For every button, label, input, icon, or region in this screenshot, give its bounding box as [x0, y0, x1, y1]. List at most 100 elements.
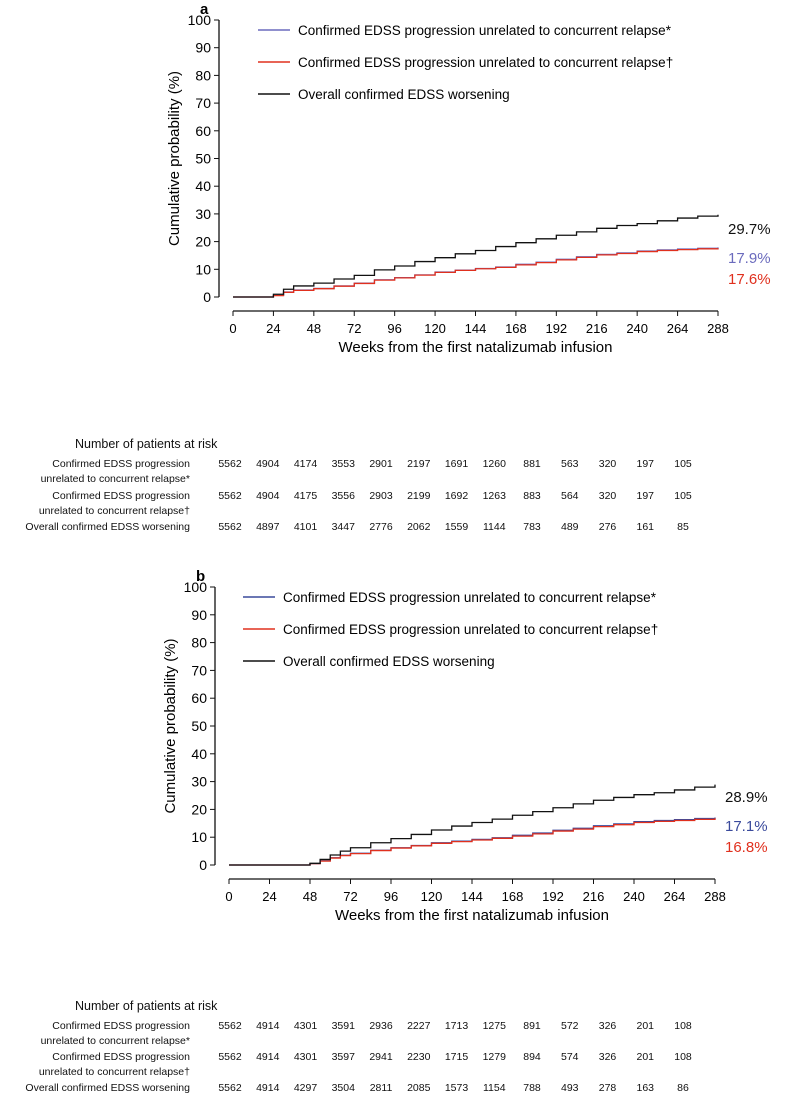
end-value-label: 29.7%	[728, 221, 771, 238]
at-risk-value: 2941	[369, 1051, 393, 1063]
at-risk-value: 5562	[218, 458, 242, 470]
at-risk-value: 881	[523, 458, 541, 470]
at-risk-value: 4101	[293, 521, 318, 533]
at-risk-value: 1691	[444, 458, 469, 470]
y-tick-label: 10	[191, 829, 207, 845]
at-risk-value: 320	[598, 458, 617, 470]
at-risk-value: 5562	[218, 1020, 242, 1032]
at-risk-row-label: Overall confirmed EDSS worsening	[25, 521, 190, 533]
y-tick-label: 90	[195, 40, 211, 56]
at-risk-value: 788	[523, 1082, 541, 1094]
at-risk-value: 2227	[407, 1020, 431, 1032]
x-tick-label: 120	[424, 321, 446, 336]
y-tick-label: 40	[195, 178, 211, 194]
at-risk-value: 2901	[369, 458, 393, 470]
at-risk-value: 1715	[444, 1051, 469, 1063]
at-risk-value: 1154	[482, 1082, 506, 1094]
y-tick-label: 50	[191, 718, 207, 734]
at-risk-value: 1713	[444, 1020, 469, 1032]
at-risk-value: 564	[560, 490, 579, 502]
at-risk-row-label: Confirmed EDSS progression	[52, 458, 190, 470]
at-risk-value: 2776	[369, 521, 393, 533]
legend-entry: Confirmed EDSS progression unrelated to …	[298, 23, 672, 38]
at-risk-value: 489	[560, 521, 579, 533]
x-tick-label: 264	[664, 889, 686, 904]
y-tick-label: 70	[191, 662, 207, 678]
end-value-label: 16.8%	[725, 839, 768, 856]
at-risk-value: 108	[674, 1051, 692, 1063]
at-risk-value: 2062	[407, 521, 431, 533]
x-tick-label: 72	[347, 321, 361, 336]
at-risk-value: 2936	[369, 1020, 393, 1032]
y-tick-label: 60	[195, 123, 211, 139]
at-risk-value: 3556	[331, 490, 355, 502]
x-tick-label: 240	[626, 321, 648, 336]
x-tick-label: 72	[343, 889, 357, 904]
at-risk-value: 108	[674, 1020, 692, 1032]
end-value-label: 17.1%	[725, 818, 768, 835]
legend-entry: Overall confirmed EDSS worsening	[283, 654, 495, 669]
at-risk-value: 1279	[482, 1051, 506, 1063]
y-tick-label: 60	[191, 690, 207, 706]
at-risk-value: 320	[598, 490, 617, 502]
x-tick-label: 120	[421, 889, 443, 904]
x-tick-label: 0	[229, 321, 236, 336]
panel-label: b	[196, 568, 205, 585]
at-risk-value: 105	[674, 490, 692, 502]
at-risk-value: 4897	[256, 521, 280, 533]
at-risk-value: 86	[677, 1082, 689, 1094]
at-risk-value: 3591	[331, 1020, 355, 1032]
y-tick-label: 80	[191, 635, 207, 651]
x-tick-label: 0	[225, 889, 232, 904]
at-risk-value: 5562	[218, 1051, 242, 1063]
y-tick-label: 30	[195, 206, 211, 222]
x-tick-label: 48	[307, 321, 321, 336]
legend-entry: Overall confirmed EDSS worsening	[298, 87, 510, 102]
at-risk-value: 4175	[293, 490, 318, 502]
end-value-label: 17.9%	[728, 250, 771, 267]
at-risk-value: 1144	[482, 521, 506, 533]
series-line-2	[233, 248, 719, 298]
y-tick-label: 0	[199, 857, 207, 873]
y-tick-label: 20	[191, 801, 207, 817]
at-risk-value: 201	[636, 1020, 655, 1032]
at-risk-value: 326	[598, 1051, 617, 1063]
at-risk-value: 2903	[369, 490, 393, 502]
at-risk-value: 1692	[444, 490, 469, 502]
at-risk-value: 197	[636, 458, 655, 470]
at-risk-row-label: Overall confirmed EDSS worsening	[25, 1082, 190, 1094]
x-tick-label: 216	[586, 321, 608, 336]
x-tick-label: 48	[303, 889, 317, 904]
at-risk-value: 1559	[444, 521, 469, 533]
x-tick-label: 168	[502, 889, 524, 904]
at-risk-value: 4914	[256, 1051, 280, 1063]
x-tick-label: 96	[384, 889, 398, 904]
end-value-label: 17.6%	[728, 271, 771, 288]
x-tick-label: 192	[542, 889, 564, 904]
at-risk-value: 783	[523, 521, 541, 533]
at-risk-value: 201	[636, 1051, 655, 1063]
at-risk-value: 883	[523, 490, 541, 502]
legend-entry: Confirmed EDSS progression unrelated to …	[283, 622, 658, 637]
x-tick-label: 96	[387, 321, 401, 336]
series-line-3	[233, 214, 719, 298]
at-risk-value: 3447	[331, 521, 355, 533]
y-tick-label: 30	[191, 774, 207, 790]
at-risk-value: 4174	[293, 458, 318, 470]
at-risk-value: 3597	[331, 1051, 355, 1063]
end-value-label: 28.9%	[725, 789, 768, 806]
y-tick-label: 100	[188, 12, 212, 28]
x-axis-title: Weeks from the first natalizumab infusio…	[338, 339, 612, 356]
at-risk-row-label: unrelated to concurrent relapse*	[40, 473, 190, 485]
at-risk-value: 493	[560, 1082, 579, 1094]
legend-entry: Confirmed EDSS progression unrelated to …	[283, 590, 657, 605]
x-tick-label: 240	[623, 889, 645, 904]
at-risk-row-label: Confirmed EDSS progression	[52, 490, 190, 502]
y-axis-title: Cumulative probability (%)	[162, 638, 179, 813]
at-risk-value: 572	[560, 1020, 579, 1032]
y-tick-label: 90	[191, 607, 207, 623]
at-risk-value: 161	[636, 521, 655, 533]
at-risk-row-label: Confirmed EDSS progression	[52, 1051, 190, 1063]
